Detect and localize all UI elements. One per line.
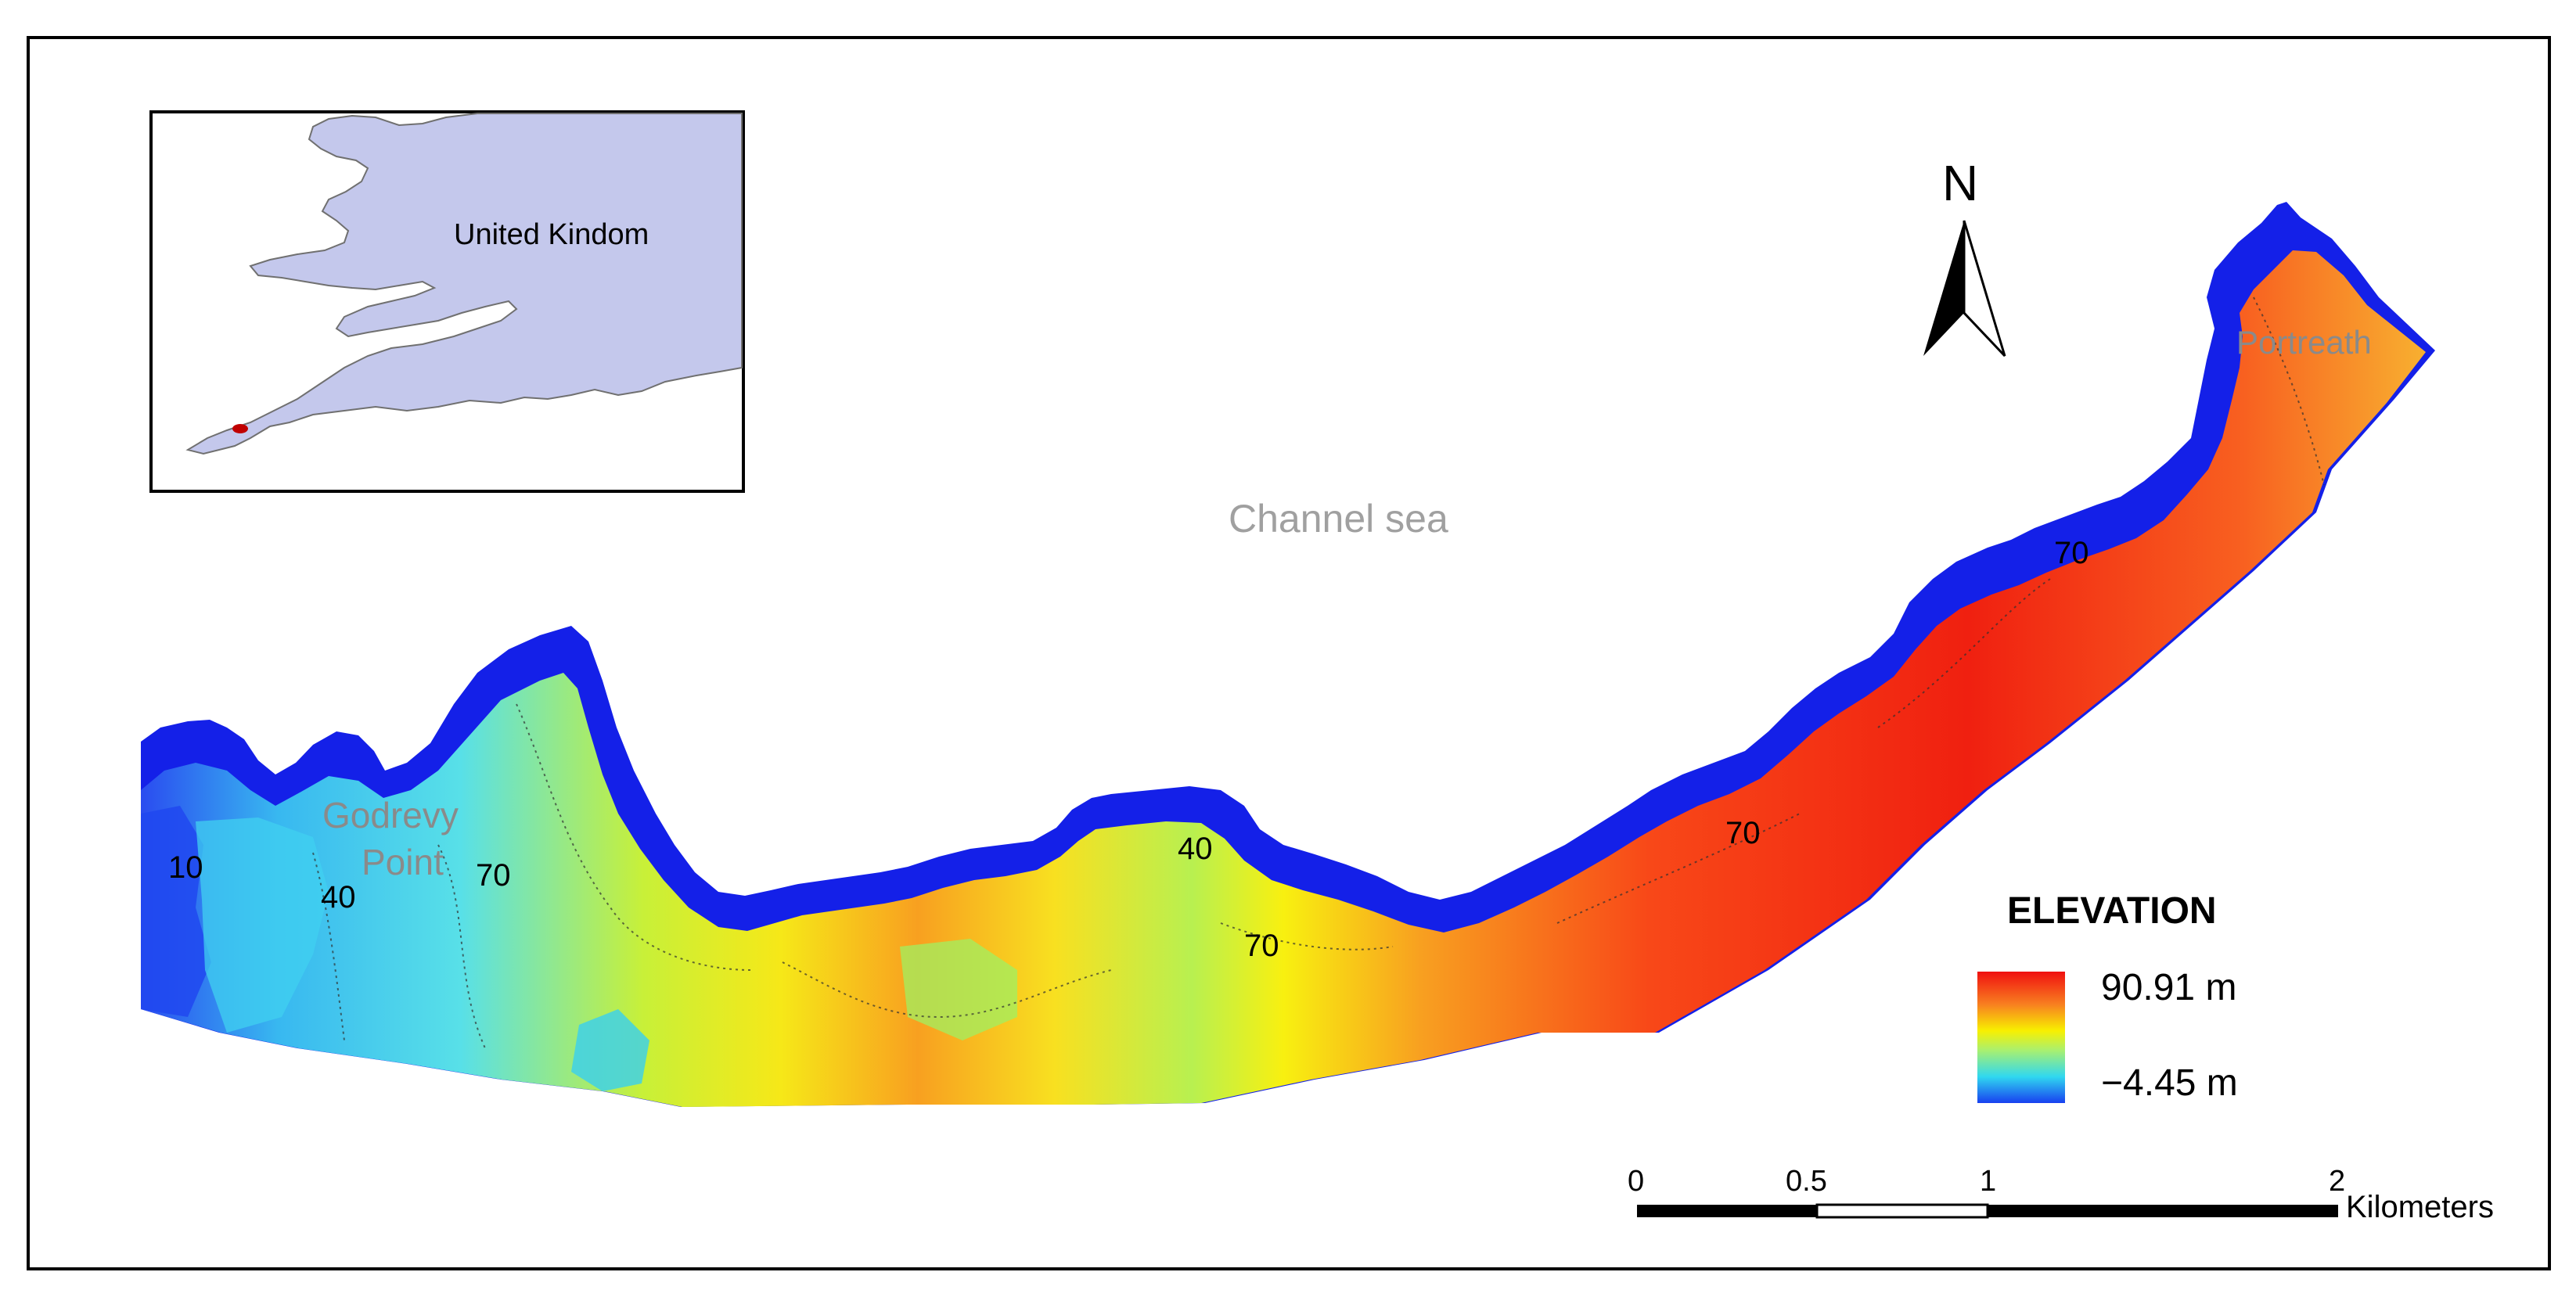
inset-map: United Kindom: [149, 110, 745, 493]
godrevy-label-line2: Point: [362, 842, 444, 882]
contour-label: 10: [168, 850, 203, 885]
legend: ELEVATION 90.91 m −4.45 m: [1977, 890, 2238, 1104]
north-arrow-icon: [1923, 221, 1964, 356]
scale-segment: [1815, 1203, 1989, 1219]
contour-label: 40: [321, 880, 356, 915]
scale-unit-label: Kilometers: [2346, 1190, 2494, 1224]
legend-max-label: 90.91 m: [2101, 967, 2236, 1008]
legend-min-label: −4.45 m: [2101, 1062, 2238, 1104]
north-arrow-label: N: [1942, 155, 1978, 211]
scale-tick-label: 0: [1628, 1165, 1644, 1198]
contour-label: 70: [1725, 816, 1761, 850]
scale-segment: [1988, 1205, 2338, 1217]
contour-label: 70: [476, 858, 511, 893]
scale-tick-label: 0.5: [1786, 1165, 1827, 1198]
elevation-surface: [141, 250, 2426, 1107]
godrevy-label-line1: Godrevy: [322, 795, 459, 835]
portreath-label: Portreath: [2236, 324, 2372, 361]
legend-color-ramp: [1977, 972, 2065, 1103]
contour-lines: [312, 296, 2325, 1049]
scale-bar: 0 0.5 1 2 Kilometers: [1628, 1165, 2494, 1224]
western-lowland: [141, 806, 211, 1017]
scale-segment: [1637, 1205, 1817, 1217]
western-cyan-area: [196, 818, 329, 1033]
contour-label: 70: [2054, 536, 2089, 570]
legend-title: ELEVATION: [2007, 890, 2217, 932]
inset-country-label: United Kindom: [454, 218, 649, 251]
southern-cyan-patch: [571, 1009, 649, 1091]
contour-label: 40: [1178, 832, 1213, 866]
sea-label: Channel sea: [1229, 497, 1448, 541]
study-area-marker: [232, 424, 248, 433]
north-arrow-icon-outline: [1963, 220, 2006, 358]
central-green-patch: [900, 939, 1017, 1040]
scale-tick-label: 2: [2329, 1165, 2345, 1198]
inset-landmass: [185, 113, 743, 455]
north-arrow: N: [1923, 155, 2006, 358]
scale-tick-label: 1: [1980, 1165, 1996, 1198]
contour-label: 70: [1244, 929, 1279, 963]
